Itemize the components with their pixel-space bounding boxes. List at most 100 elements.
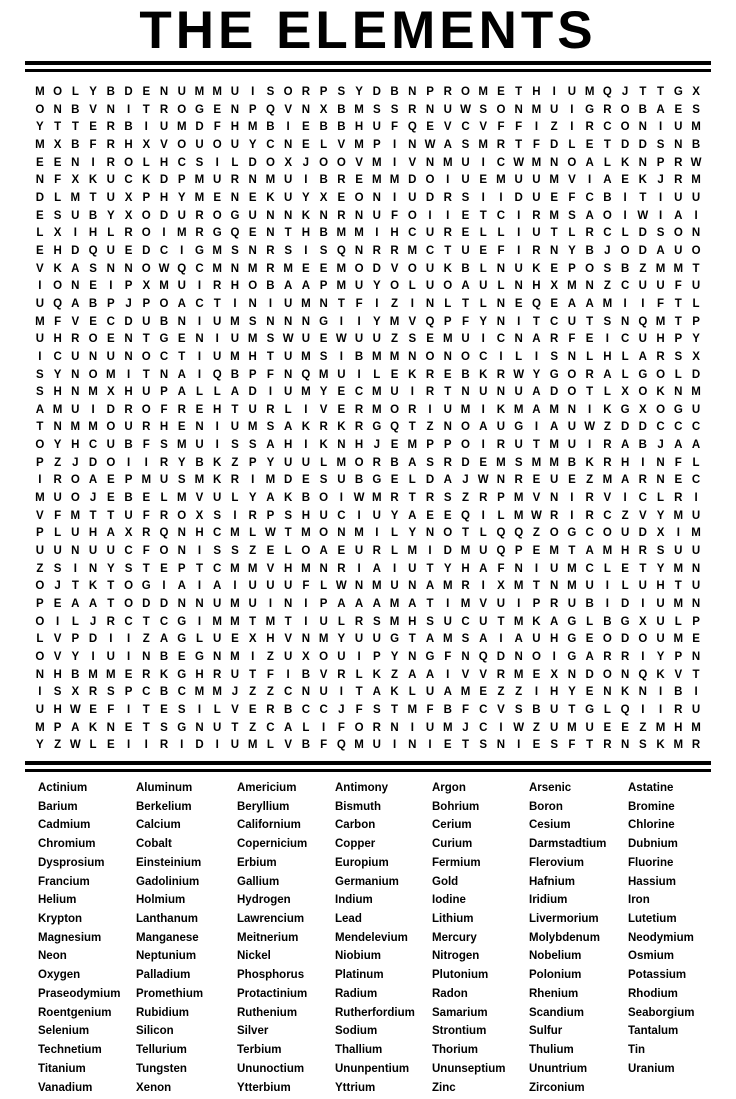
grid-letter: D	[443, 545, 452, 558]
grid-letter: Z	[36, 562, 44, 575]
grid-letter: L	[621, 368, 629, 381]
word-list-item: Beryllium	[237, 800, 290, 813]
word-list-item: Indium	[335, 894, 373, 907]
grid-letter: A	[177, 386, 186, 399]
word-list-item: Copernicium	[237, 838, 308, 851]
grid-letter: W	[460, 103, 471, 116]
grid-letter: U	[213, 492, 222, 505]
grid-letter: H	[532, 280, 541, 293]
grid-letter: U	[567, 315, 577, 328]
grid-letter: Q	[177, 262, 187, 275]
grid-letter: A	[283, 721, 293, 734]
grid-letter: I	[73, 227, 77, 240]
grid-letter: V	[284, 739, 292, 752]
grid-letter: U	[142, 386, 151, 399]
grid-letter: G	[567, 651, 577, 663]
grid-letter: M	[212, 615, 222, 628]
grid-letter: U	[213, 315, 222, 328]
grid-letter: A	[71, 297, 80, 310]
grid-letter: N	[496, 474, 506, 487]
word-list-item: Palladium	[136, 969, 191, 982]
grid-letter: L	[479, 527, 487, 540]
grid-letter: U	[106, 439, 115, 452]
grid-letter: W	[477, 474, 489, 487]
word-list-item: Cadmium	[38, 819, 91, 832]
grid-letter: K	[301, 209, 311, 222]
grid-letter: M	[372, 350, 382, 363]
grid-letter: Y	[266, 456, 275, 469]
grid-letter: R	[425, 492, 435, 505]
grid-letter: M	[230, 315, 240, 328]
grid-letter: U	[390, 386, 399, 399]
grid-letter: U	[319, 615, 328, 628]
grid-letter: E	[302, 474, 310, 487]
grid-letter: N	[301, 315, 311, 328]
grid-letter: M	[531, 456, 542, 469]
grid-letter: M	[194, 174, 205, 187]
grid-letter: M	[567, 721, 577, 734]
grid-letter: N	[496, 297, 506, 310]
grid-letter: E	[89, 121, 97, 134]
grid-letter: J	[125, 297, 132, 310]
grid-letter: Y	[71, 651, 80, 663]
grid-letter: F	[54, 174, 62, 187]
grid-letter: M	[194, 686, 205, 699]
word-list-item: Strontium	[432, 1025, 487, 1038]
grid-letter: B	[124, 439, 133, 452]
grid-letter: X	[550, 668, 558, 681]
grid-letter: N	[461, 386, 470, 399]
grid-letter: L	[320, 580, 328, 593]
grid-letter: M	[301, 350, 311, 363]
grid-letter: I	[109, 633, 113, 646]
grid-letter: U	[283, 456, 293, 469]
grid-letter: H	[53, 703, 62, 716]
grid-letter: U	[159, 121, 169, 134]
word-list-item: Flerovium	[529, 856, 584, 869]
grid-letter: E	[319, 333, 328, 346]
grid-letter: D	[142, 244, 151, 257]
grid-letter: X	[53, 227, 62, 240]
grid-letter: N	[354, 209, 364, 222]
grid-letter: E	[692, 633, 700, 646]
grid-letter: Y	[177, 191, 186, 204]
grid-letter: I	[481, 156, 485, 169]
grid-letter: U	[443, 403, 452, 416]
grid-letter: B	[71, 138, 80, 151]
grid-letter: F	[568, 333, 576, 346]
grid-letter: I	[38, 474, 42, 487]
grid-letter: C	[691, 474, 701, 487]
grid-letter: O	[620, 121, 630, 134]
grid-letter: O	[656, 403, 666, 416]
grid-letter: U	[283, 174, 293, 187]
grid-letter: R	[550, 333, 559, 346]
grid-letter: D	[372, 262, 381, 275]
grid-letter: U	[106, 244, 115, 257]
grid-letter: S	[248, 315, 257, 328]
grid-letter: U	[248, 209, 257, 222]
grid-letter: M	[176, 227, 187, 240]
grid-letter: I	[126, 633, 131, 646]
grid-letter: E	[621, 721, 629, 734]
word-list-item: Yttrium	[335, 1081, 376, 1094]
grid-letter: C	[479, 703, 488, 716]
grid-letter: U	[550, 703, 559, 716]
grid-letter: U	[283, 386, 293, 399]
grid-letter: U	[71, 403, 80, 416]
grid-letter: A	[159, 633, 169, 646]
grid-letter: O	[407, 262, 417, 275]
grid-letter: S	[177, 703, 186, 716]
grid-letter: N	[283, 138, 293, 151]
grid-letter: N	[390, 721, 399, 734]
grid-letter: A	[479, 633, 488, 646]
grid-letter: W	[424, 138, 436, 151]
grid-letter: N	[71, 545, 80, 558]
grid-letter: B	[159, 651, 169, 663]
grid-letter: O	[319, 651, 329, 663]
grid-letter: R	[496, 138, 506, 151]
grid-letter: C	[638, 492, 647, 505]
grid-letter: I	[233, 580, 237, 593]
word-list-item: Germanium	[335, 875, 399, 888]
